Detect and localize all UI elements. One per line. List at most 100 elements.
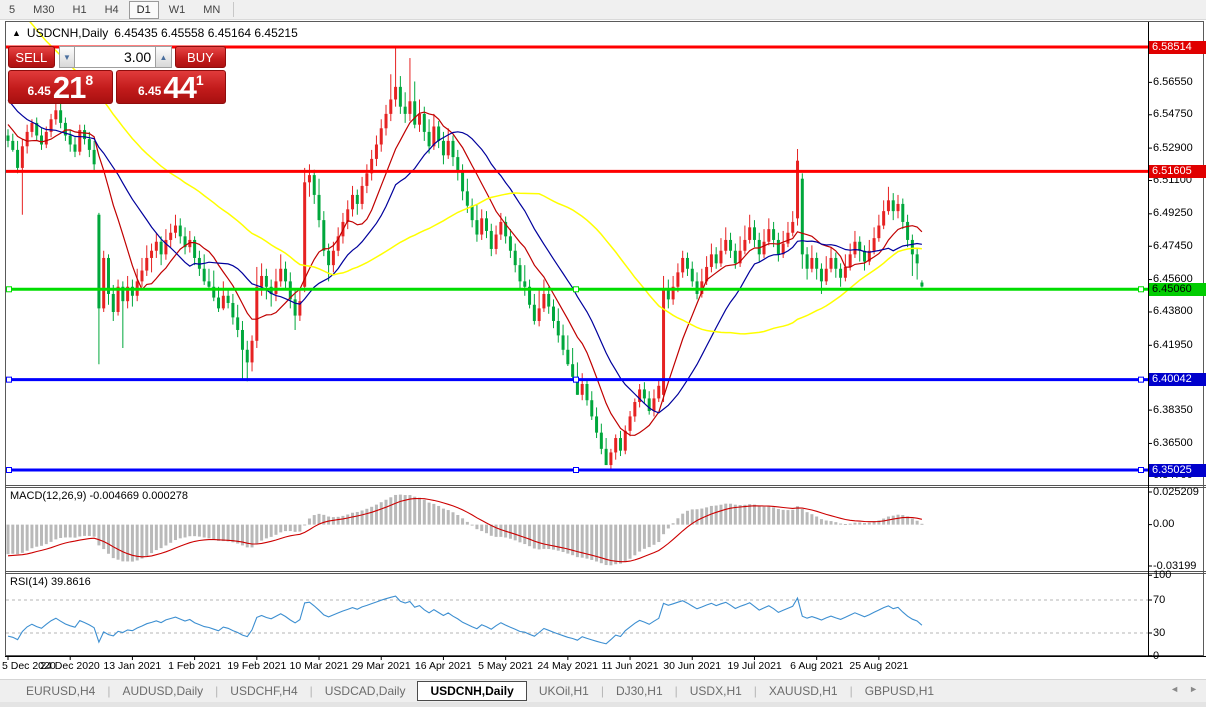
macd-bar xyxy=(398,494,402,525)
macd-bar xyxy=(729,503,733,525)
macd-bar xyxy=(642,524,646,549)
tabs-scroll-right-icon[interactable]: ► xyxy=(1189,684,1198,694)
line-handle[interactable] xyxy=(573,286,579,293)
line-handle[interactable] xyxy=(6,467,12,473)
candle xyxy=(355,194,359,204)
tab-dj30-h1[interactable]: DJ30,H1 xyxy=(615,684,663,698)
macd-bar xyxy=(111,524,115,559)
candle xyxy=(757,239,761,255)
macd-bar xyxy=(35,524,39,547)
volume-input[interactable] xyxy=(75,46,156,68)
line-handle[interactable] xyxy=(573,376,579,383)
timeframe-H1[interactable]: H1 xyxy=(72,3,87,16)
candle xyxy=(159,241,163,255)
quote-panel-toggle-icon[interactable]: ▲ xyxy=(12,28,21,38)
candle xyxy=(202,268,206,282)
macd-bar xyxy=(910,518,914,525)
macd-bar xyxy=(293,524,297,532)
candle xyxy=(599,432,603,449)
line-handle[interactable] xyxy=(1138,376,1144,383)
line-handle[interactable] xyxy=(6,286,12,293)
macd-bar xyxy=(197,524,201,537)
candle xyxy=(336,236,340,251)
candle xyxy=(188,239,192,248)
timeframe-D1[interactable]: D1 xyxy=(128,0,159,19)
timeframe-W1[interactable]: W1 xyxy=(168,3,186,16)
timeframe-H4[interactable]: H4 xyxy=(104,3,119,16)
candle xyxy=(743,239,747,251)
macd-bar xyxy=(269,524,273,537)
buy-price-pip: 1 xyxy=(195,72,204,88)
candle xyxy=(695,281,699,294)
macd-bar xyxy=(575,524,579,558)
candle xyxy=(475,220,479,235)
tab-gbpusd-h1[interactable]: GBPUSD,H1 xyxy=(864,684,935,698)
candles-layer xyxy=(6,47,924,471)
macd-bar xyxy=(130,524,134,562)
macd-bar xyxy=(288,524,292,532)
candle xyxy=(867,250,871,262)
macd-bar xyxy=(427,502,431,525)
sell-button[interactable]: SELL xyxy=(8,46,55,68)
macd-bar xyxy=(800,508,804,525)
tab-separator: | xyxy=(107,684,111,698)
candle xyxy=(776,239,780,255)
macd-bar xyxy=(781,509,785,525)
macd-bar xyxy=(470,524,474,526)
candle xyxy=(150,250,154,258)
macd-bar xyxy=(595,524,599,562)
candle xyxy=(16,149,20,168)
tab-usdcnh-daily[interactable]: USDCNH,Daily xyxy=(417,681,527,701)
tabs-scroll-left-icon[interactable]: ◄ xyxy=(1170,684,1180,694)
tab-ukoil-h1[interactable]: UKOil,H1 xyxy=(538,684,589,698)
tab-usdx-h1[interactable]: USDX,H1 xyxy=(689,684,742,698)
macd-bar xyxy=(298,524,302,532)
line-handle[interactable] xyxy=(573,467,579,473)
macd-bar xyxy=(805,512,809,525)
macd-bar xyxy=(92,524,96,537)
tab-usdchf-h4[interactable]: USDCHF,H4 xyxy=(230,684,298,698)
candle xyxy=(647,398,651,412)
candle xyxy=(829,257,833,269)
sell-price-button[interactable]: 6.45 21 8 xyxy=(8,70,113,104)
macd-bar xyxy=(834,522,838,525)
macd-layer xyxy=(6,494,924,566)
candle xyxy=(437,126,441,141)
tab-separator: | xyxy=(215,684,219,698)
macd-bar xyxy=(418,497,422,525)
macd-bar xyxy=(422,499,426,525)
chart-canvas[interactable] xyxy=(0,0,1206,679)
buy-price-button[interactable]: 6.45 44 1 xyxy=(115,70,226,104)
macd-bar xyxy=(786,510,790,525)
candle xyxy=(595,416,599,433)
macd-bar xyxy=(307,518,311,525)
buy-button[interactable]: BUY xyxy=(174,46,226,68)
macd-bar xyxy=(365,508,369,525)
line-handle[interactable] xyxy=(1138,286,1144,293)
line-handle[interactable] xyxy=(6,376,12,383)
macd-bar xyxy=(709,505,713,525)
tab-audusd-daily[interactable]: AUDUSD,Daily xyxy=(122,684,204,698)
candle xyxy=(346,209,350,222)
tab-xauusd-h1[interactable]: XAUUSD,H1 xyxy=(768,684,838,698)
timeframe-MN[interactable]: MN xyxy=(203,3,221,16)
candle xyxy=(618,438,622,451)
chevron-up-icon: ▲ xyxy=(159,52,168,62)
volume-decrease-button[interactable]: ▼ xyxy=(58,46,76,68)
timeframe-M30[interactable]: M30 xyxy=(33,3,55,16)
candle xyxy=(145,257,149,271)
candle xyxy=(685,257,689,269)
tab-eurusd-h4[interactable]: EURUSD,H4 xyxy=(26,684,96,698)
candle xyxy=(432,126,436,147)
timeframe-5[interactable]: 5 xyxy=(9,3,16,16)
macd-bar xyxy=(121,524,125,562)
candle xyxy=(35,122,39,136)
candle xyxy=(628,416,632,431)
date-tick-label: 29 Mar 2021 xyxy=(351,660,411,672)
price-tick-label: 6.45600 xyxy=(1153,273,1193,286)
candle xyxy=(566,349,570,365)
macd-bar xyxy=(858,522,862,525)
line-handle[interactable] xyxy=(1138,467,1144,473)
tab-usdcad-daily[interactable]: USDCAD,Daily xyxy=(324,684,406,698)
volume-increase-button[interactable]: ▲ xyxy=(155,46,172,68)
